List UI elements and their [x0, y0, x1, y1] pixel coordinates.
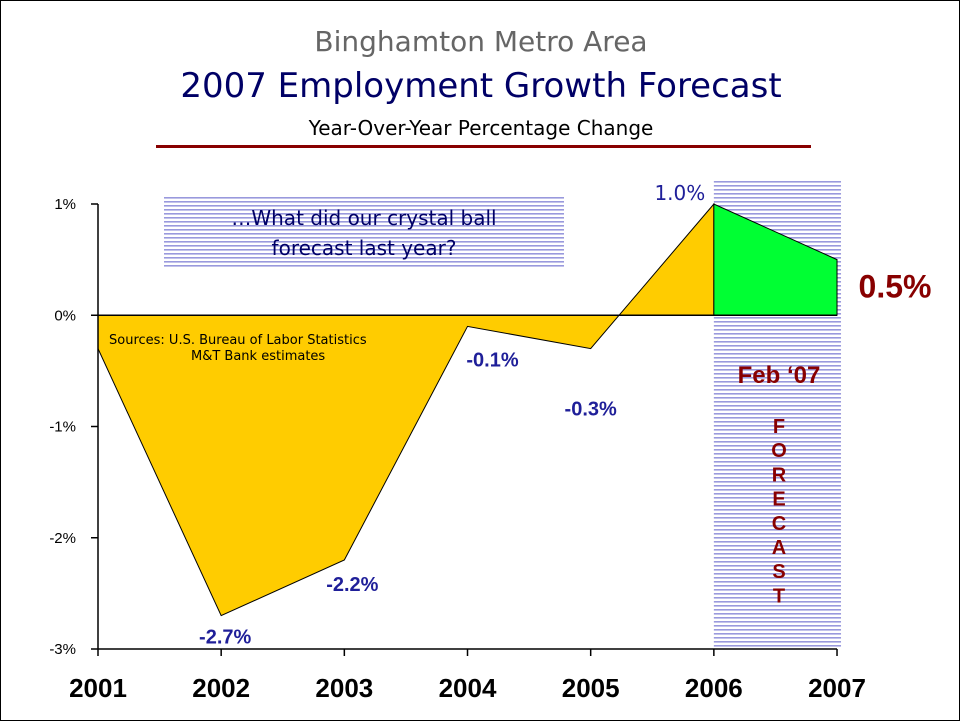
question-line-2: forecast last year? — [272, 236, 457, 260]
forecast-letter: C — [772, 513, 786, 535]
question-line-1: …What did our crystal ball — [231, 206, 496, 230]
x-tick-label: 2006 — [685, 673, 743, 703]
y-tick-label: 0% — [54, 307, 76, 324]
y-tick-label: -3% — [49, 641, 76, 658]
x-tick-label: 2007 — [808, 673, 866, 703]
forecast-letter: A — [772, 537, 786, 559]
x-tick-label: 2002 — [192, 673, 250, 703]
data-label-2004: -0.1% — [466, 349, 518, 371]
x-tick-label: 2003 — [315, 673, 373, 703]
chart-supertitle: Binghamton Metro Area — [314, 25, 647, 58]
y-tick-label: -2% — [49, 530, 76, 547]
x-tick-label: 2005 — [562, 673, 620, 703]
forecast-letter: O — [771, 440, 787, 462]
sources-line-1: Sources: U.S. Bureau of Labor Statistics — [109, 333, 367, 348]
label-layer: -2.7% -2.2% -0.1% -0.3% 1.0% 0.5% — [199, 181, 931, 649]
y-tick-label: 1% — [54, 196, 76, 213]
area-layer — [97, 202, 838, 617]
x-tick-label: 2004 — [439, 673, 497, 703]
data-label-2006: 1.0% — [654, 181, 705, 205]
chart-subtitle: Year-Over-Year Percentage Change — [308, 116, 654, 140]
axis-layer: 1% 0% -1% -2% -3% 2001 2002 2003 2004 2005 2006 200… — [49, 196, 866, 703]
forecast-letter: S — [772, 561, 785, 583]
data-label-2007: 0.5% — [859, 269, 932, 305]
data-label-2002: -2.7% — [199, 627, 251, 649]
forecast-letter: F — [773, 416, 785, 438]
question-box — [164, 195, 564, 269]
forecast-letter: E — [772, 489, 785, 511]
chart-title: 2007 Employment Growth Forecast — [180, 66, 781, 106]
data-label-2005: -0.3% — [565, 399, 617, 421]
forecast-letter: T — [773, 585, 785, 607]
forecast-date: Feb ‘07 — [738, 362, 821, 389]
forecast-letter: R — [772, 464, 787, 486]
sources-line-2: M&T Bank estimates — [191, 349, 325, 364]
x-tick-label: 2001 — [69, 673, 127, 703]
y-tick-label: -1% — [49, 419, 76, 436]
title-underline — [156, 145, 811, 148]
data-label-2003: -2.2% — [326, 574, 378, 596]
